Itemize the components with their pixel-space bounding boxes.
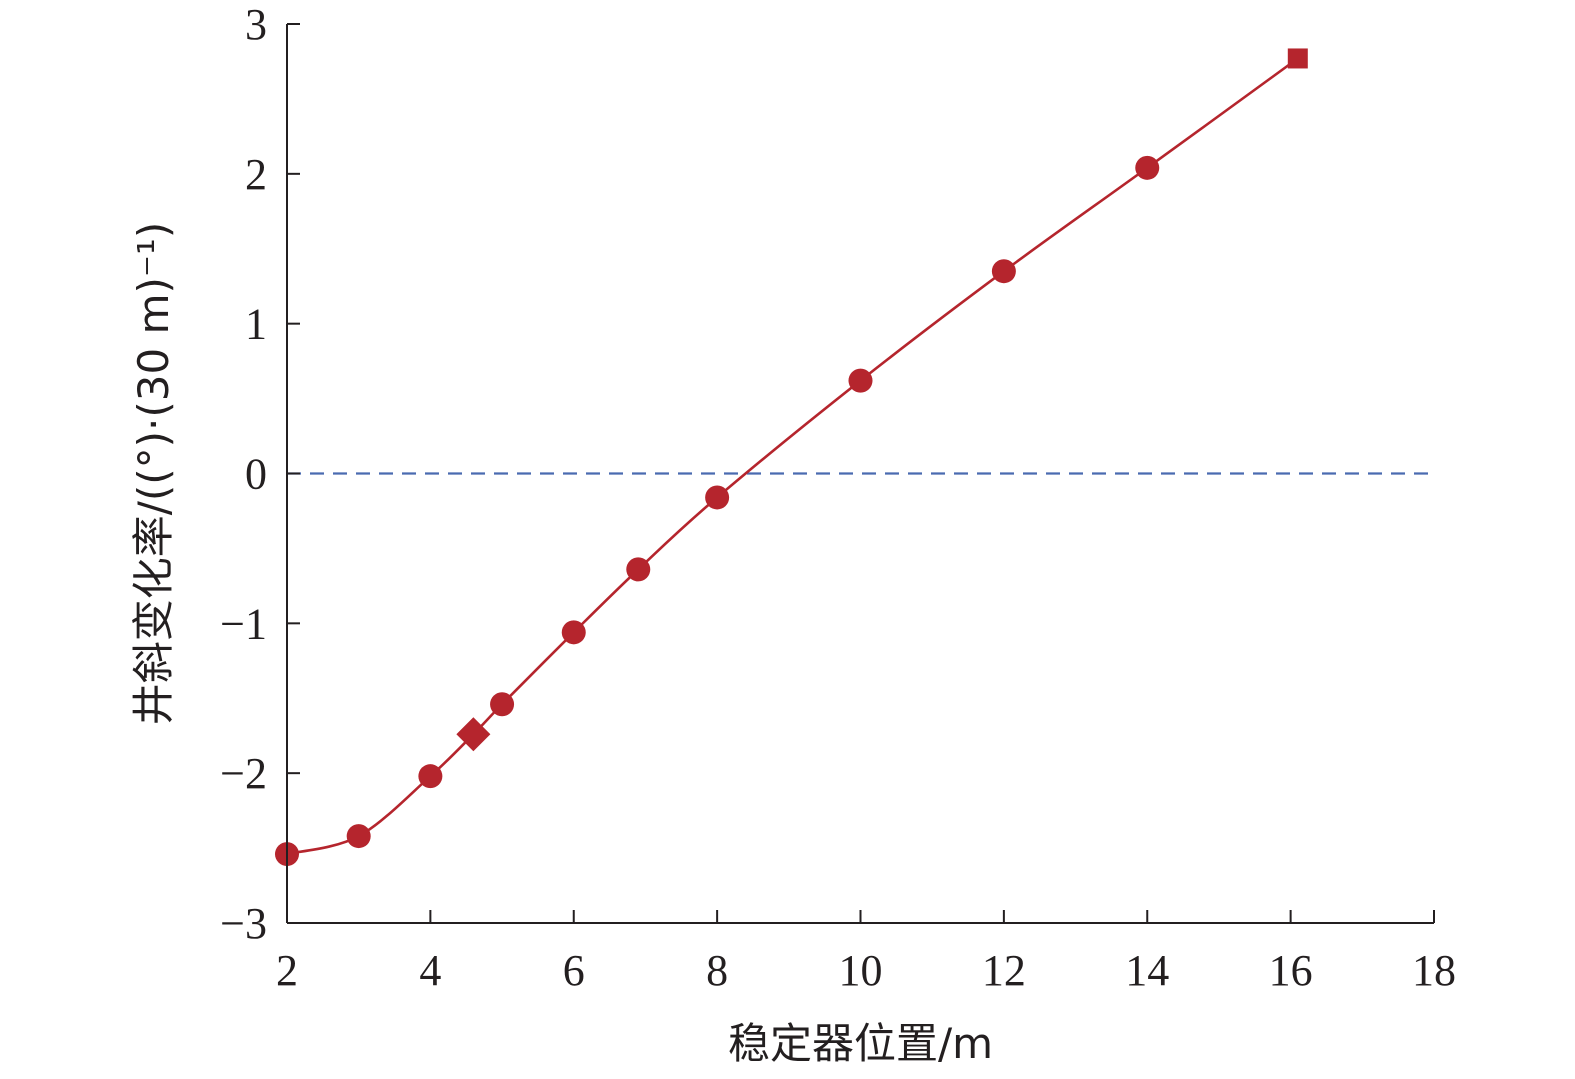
x-tick-label: 4: [419, 946, 441, 995]
x-tick-label: 6: [563, 946, 585, 995]
data-point-circle: [705, 485, 730, 510]
data-point-circle: [626, 557, 651, 582]
data-point-circle: [991, 259, 1016, 284]
y-tick-label: 0: [245, 450, 267, 499]
x-tick-label: 14: [1125, 946, 1169, 995]
data-point-diamond: [456, 717, 491, 752]
y-tick-label: 1: [245, 300, 267, 349]
y-axis-title: 井斜变化率/((°)·(30 m)⁻¹): [129, 222, 178, 726]
plot-area: [275, 48, 1434, 867]
data-point-circle: [1135, 155, 1160, 180]
x-tick-label: 18: [1412, 946, 1456, 995]
data-point-circle: [490, 692, 515, 717]
data-point-circle: [418, 764, 443, 789]
y-tick-label: 3: [245, 0, 267, 49]
data-point-circle: [346, 824, 371, 849]
data-point-circle: [561, 620, 586, 645]
x-tick-label: 12: [982, 946, 1026, 995]
x-tick-label: 10: [839, 946, 883, 995]
x-tick-label: 2: [276, 946, 298, 995]
x-tick-label: 8: [706, 946, 728, 995]
x-axis-title: 稳定器位置/m: [728, 1019, 993, 1068]
y-tick-label: 2: [245, 150, 267, 199]
data-point-circle: [848, 368, 873, 393]
y-tick-label: −3: [220, 899, 267, 948]
y-tick-label: −2: [220, 749, 267, 798]
x-tick-label: 16: [1269, 946, 1313, 995]
data-point-square: [1287, 48, 1308, 69]
y-tick-label: −1: [220, 599, 267, 648]
